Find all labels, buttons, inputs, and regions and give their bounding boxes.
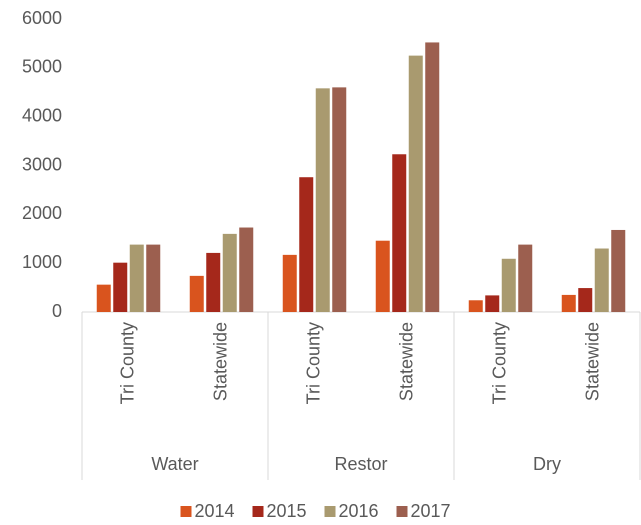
x-tick-label: Tri County: [117, 322, 137, 404]
bar: [594, 248, 609, 312]
legend-label: 2015: [267, 501, 307, 521]
group-label: Restor: [334, 454, 387, 474]
bar: [129, 244, 144, 312]
group-label: Water: [151, 454, 198, 474]
bar: [425, 42, 440, 312]
y-tick-label: 2000: [22, 203, 62, 223]
bar: [501, 258, 516, 312]
x-tick-label: Tri County: [489, 322, 509, 404]
bar: [146, 244, 161, 312]
legend-label: 2016: [339, 501, 379, 521]
y-tick-label: 1000: [22, 252, 62, 272]
legend-label: 2014: [195, 501, 235, 521]
legend-swatch: [396, 506, 408, 517]
bar: [561, 294, 576, 312]
y-tick-label: 6000: [22, 8, 62, 28]
x-tick-label: Tri County: [303, 322, 323, 404]
bar: [189, 275, 204, 312]
legend-label: 2017: [411, 501, 451, 521]
legend-swatch: [252, 506, 264, 517]
group-label: Dry: [533, 454, 561, 474]
bar: [611, 229, 626, 312]
bar: [299, 177, 314, 312]
bar: [332, 87, 347, 312]
x-tick-label: Statewide: [582, 322, 602, 401]
bar: [239, 227, 254, 312]
bar: [392, 154, 407, 312]
bar: [375, 240, 390, 312]
bar: [485, 295, 500, 312]
bar: [113, 262, 128, 312]
x-tick-label: Statewide: [210, 322, 230, 401]
legend-swatch: [324, 506, 336, 517]
y-tick-label: 0: [52, 301, 62, 321]
x-tick-label: Statewide: [396, 322, 416, 401]
y-tick-label: 3000: [22, 154, 62, 174]
y-tick-label: 4000: [22, 105, 62, 125]
bar: [96, 284, 111, 312]
bar: [578, 288, 593, 312]
bar: [315, 88, 330, 313]
bar: [408, 55, 423, 312]
bar: [206, 252, 221, 312]
y-tick-label: 5000: [22, 57, 62, 77]
bar: [222, 233, 237, 312]
bar: [518, 244, 533, 312]
bar: [468, 300, 483, 312]
legend-swatch: [180, 506, 192, 517]
bar: [282, 254, 297, 312]
